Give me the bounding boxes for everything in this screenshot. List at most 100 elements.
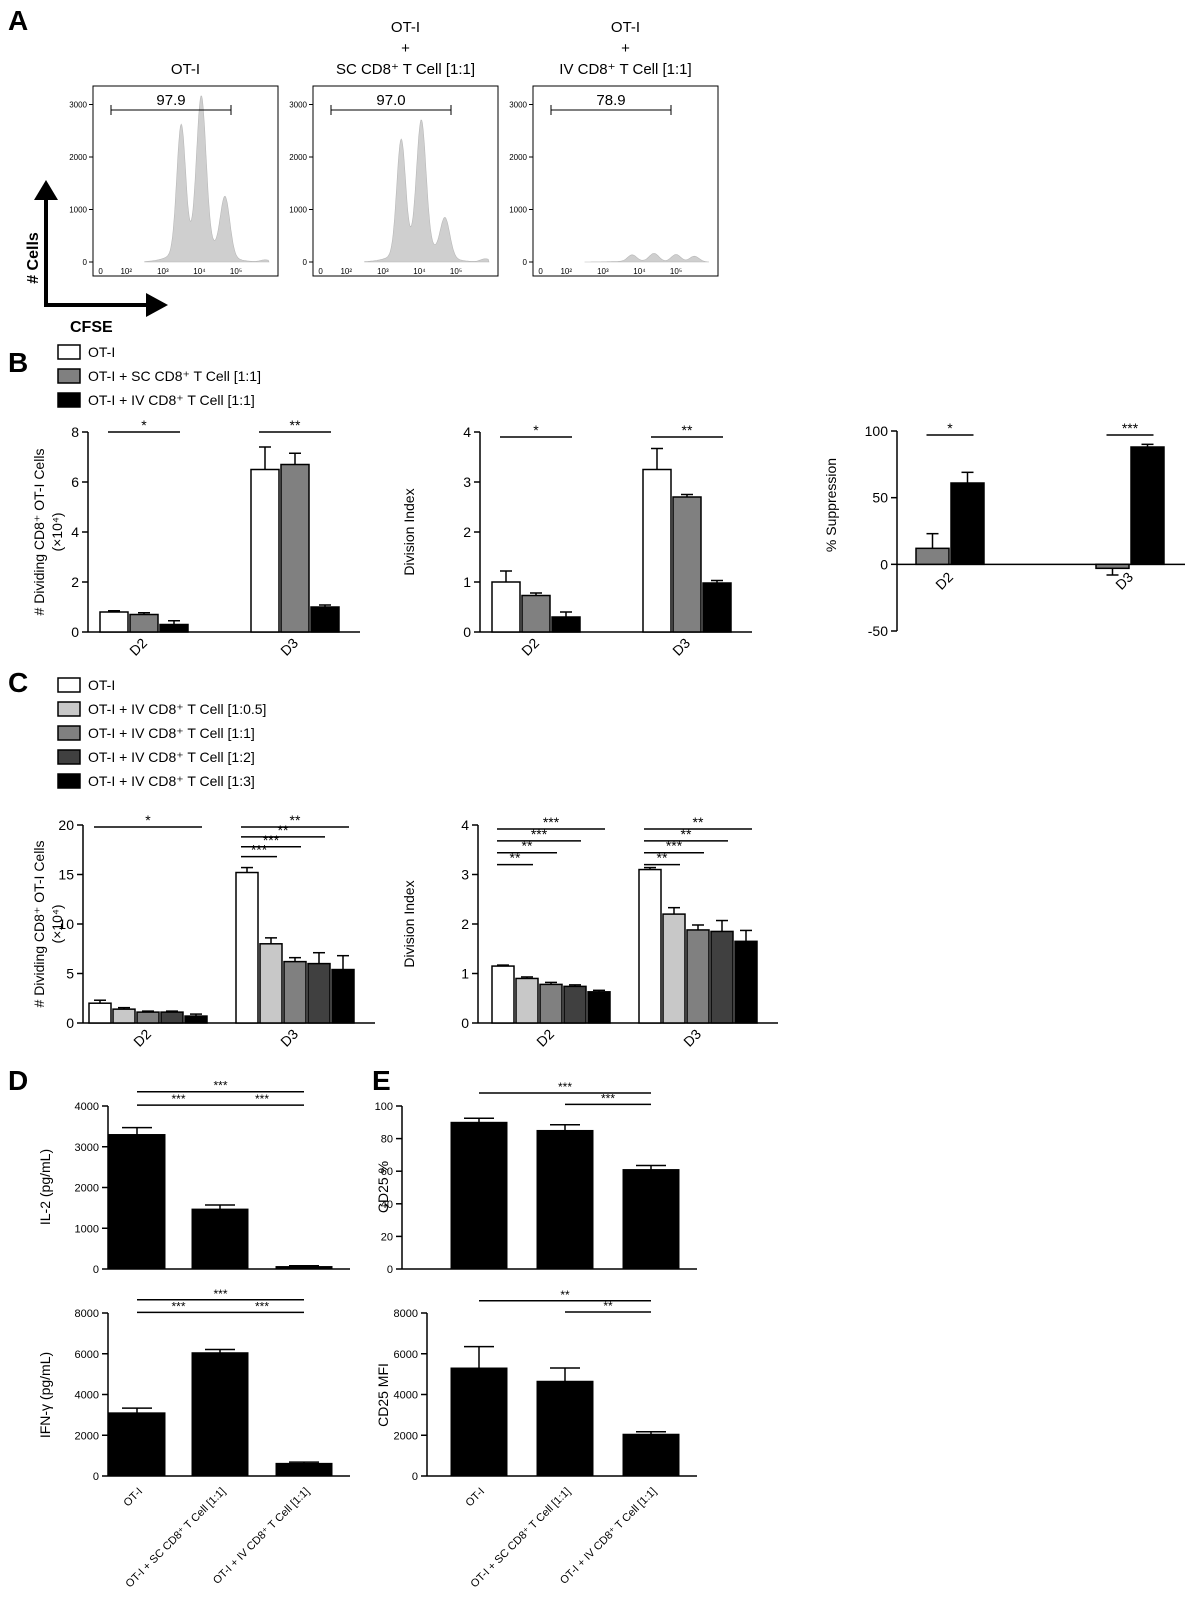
y-tick-label: 6000 — [394, 1349, 418, 1361]
y-tick-label: 4000 — [75, 1101, 99, 1113]
x-tick-label: 10⁵ — [450, 267, 462, 276]
significance-label: *** — [251, 842, 268, 858]
histogram-title: OT-I — [171, 61, 200, 78]
x-tick-label: 0 — [98, 267, 103, 276]
bar — [710, 930, 734, 1024]
y-axis-label: (×10⁴) — [49, 904, 65, 943]
category-label: D2 — [126, 635, 150, 659]
x-tick-label: 10⁵ — [230, 267, 242, 276]
significance-label: ** — [510, 850, 521, 866]
bar — [587, 991, 611, 1024]
significance-label: *** — [263, 832, 280, 848]
histogram-title: IV CD8⁺ T Cell [1:1] — [559, 61, 691, 78]
bar — [450, 1121, 508, 1270]
bar — [108, 1134, 166, 1270]
legend-item: OT-I — [88, 677, 115, 693]
bar-chart-C1: 0 5 10 15 20 # Dividing CD8⁺ OT-I Cells (×10⁴)… — [31, 812, 375, 1050]
bar — [551, 616, 581, 633]
y-tick-label: 4000 — [394, 1390, 418, 1402]
y-tick-label: 3000 — [509, 101, 527, 110]
significance-label: ** — [693, 814, 704, 830]
x-tick-label: 10⁴ — [413, 267, 426, 276]
significance-label: ** — [603, 1299, 613, 1313]
significance-label: *** — [1122, 420, 1139, 436]
significance-label: *** — [255, 1092, 269, 1106]
bar — [331, 968, 355, 1024]
y-tick-label: 1000 — [289, 206, 307, 215]
histogram-A2: OT-I + SC CD8⁺ T Cell [1:1] 0 1000 2000 3000 0 1… — [289, 19, 499, 277]
legend-swatch — [57, 725, 81, 741]
legend-item: OT-I + IV CD8⁺ T Cell [1:0.5] — [88, 701, 266, 717]
significance-label: *** — [255, 1299, 269, 1313]
y-tick-label: 8000 — [75, 1308, 99, 1320]
y-tick-label: 0 — [93, 1264, 99, 1276]
x-tick-label: 0 — [318, 267, 323, 276]
gate-label: 97.0 — [376, 92, 405, 109]
bar — [112, 1008, 136, 1024]
bar — [108, 1412, 166, 1477]
y-tick-label: 0 — [412, 1471, 418, 1483]
y-tick-label: 2000 — [509, 153, 527, 162]
y-tick-label: 100 — [865, 423, 889, 439]
cfse-axis-label: CFSE — [70, 319, 113, 336]
significance-label: *** — [171, 1299, 185, 1313]
significance-label: ** — [278, 822, 289, 838]
category-label: OT-I + SC CD8⁺ T Cell [1:1] — [469, 1486, 574, 1591]
arrow-right-icon — [146, 293, 168, 317]
legend-swatch — [57, 701, 81, 717]
histogram-title: OT-I — [391, 19, 420, 36]
bar — [563, 985, 587, 1024]
y-tick-label: 6 — [71, 474, 79, 490]
histogram-frame — [532, 85, 719, 277]
histogram-frame — [92, 85, 279, 277]
y-tick-label: 2000 — [289, 153, 307, 162]
bar-chart-D1: 0 1000 2000 3000 4000 IL-2 (pg/mL) *** *** *** — [37, 1079, 350, 1276]
y-tick-label: 2000 — [75, 1183, 99, 1195]
legend-b: OT-I OT-I + SC CD8⁺ T Cell [1:1] OT-I + IV… — [57, 344, 261, 408]
y-tick-label: 3 — [461, 867, 469, 883]
y-tick-label: 20 — [381, 1231, 393, 1243]
significance-label: * — [141, 417, 147, 433]
category-label: D3 — [277, 1026, 301, 1050]
bar — [734, 940, 758, 1024]
significance-label: ** — [657, 850, 668, 866]
legend-item: OT-I + IV CD8⁺ T Cell [1:1] — [88, 392, 255, 408]
histogram-frame — [312, 85, 499, 277]
bar — [283, 960, 307, 1024]
x-tick-label: 0 — [538, 267, 543, 276]
bar — [159, 623, 189, 633]
x-tick-label: 10³ — [597, 267, 609, 276]
significance-label: *** — [171, 1092, 185, 1106]
bar — [536, 1380, 594, 1477]
histogram-A1: OT-I 0 1000 2000 3000 0 10² 10³ 10⁴ 10⁵ 97.9 — [69, 61, 279, 277]
bar — [515, 977, 539, 1024]
y-tick-label: 0 — [463, 624, 471, 640]
bar — [280, 463, 310, 633]
histogram-title: OT-I — [611, 19, 640, 36]
bar — [184, 1015, 208, 1024]
category-label: OT-I — [122, 1486, 146, 1510]
bar — [99, 611, 129, 633]
y-tick-label: 2 — [461, 916, 469, 932]
y-tick-label: 2000 — [69, 153, 87, 162]
bar-chart-B1: 0 2 4 6 8 # Dividing CD8⁺ OT-I Cells (×10⁴) D2 D… — [31, 417, 360, 659]
bar — [250, 468, 280, 633]
significance-label: * — [145, 812, 151, 828]
bar — [536, 1129, 594, 1270]
bar — [191, 1352, 249, 1477]
y-tick-label: 2 — [463, 524, 471, 540]
y-axis-label: (×10⁴) — [49, 512, 65, 551]
bar — [160, 1011, 184, 1024]
bar-chart-E1: 0 20 40 60 80 100 CD25 % *** *** — [375, 1080, 697, 1276]
significance-label: ** — [290, 417, 301, 433]
category-label: D3 — [669, 635, 693, 659]
bar — [686, 929, 710, 1024]
category-label: D3 — [680, 1026, 704, 1050]
category-label: D2 — [518, 635, 542, 659]
bar — [915, 547, 950, 566]
bar — [622, 1169, 680, 1270]
y-axis-label: % Suppression — [823, 458, 839, 552]
bar — [622, 1433, 680, 1477]
x-tick-label: 10⁴ — [193, 267, 206, 276]
